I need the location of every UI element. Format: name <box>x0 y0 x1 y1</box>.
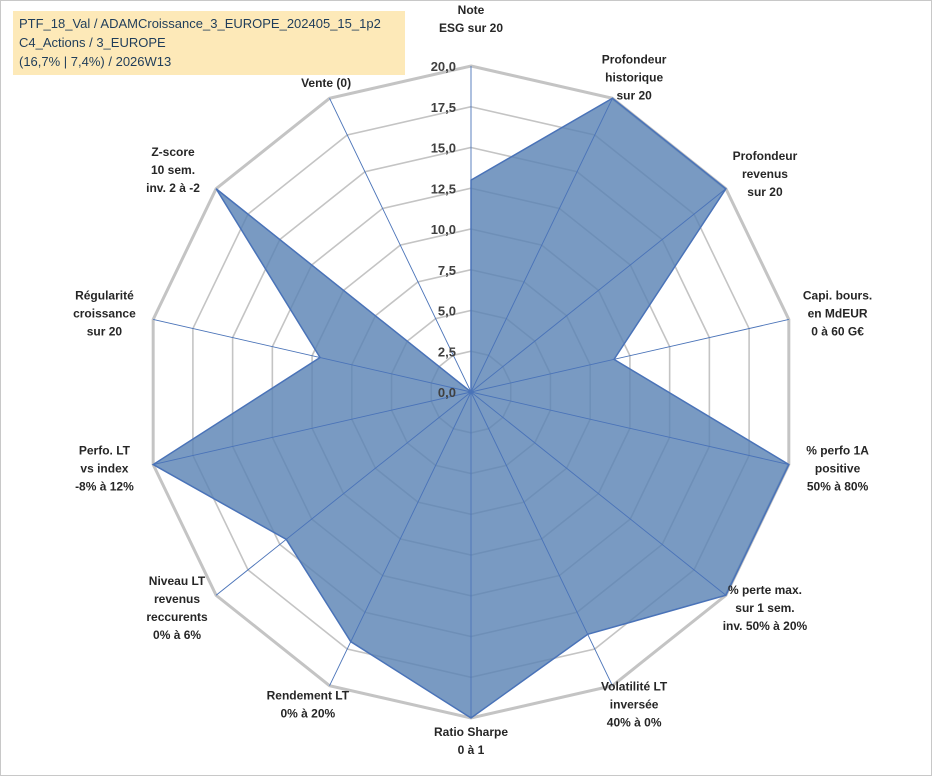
axis-label-line: 40% à 0% <box>607 716 662 730</box>
axis-label-line: Profondeur <box>602 52 667 66</box>
tick-label-3: 7,5 <box>438 263 456 278</box>
spoke-1 <box>470 98 613 393</box>
asset-class: C4_Actions / 3_EUROPE <box>19 35 166 50</box>
tick-label-1: 2,5 <box>438 344 456 359</box>
tick-label-0: 0,0 <box>438 385 456 400</box>
spoke-4 <box>470 391 789 465</box>
tick-label-2: 5,0 <box>438 304 456 319</box>
tick-label-7: 17,5 <box>431 100 456 115</box>
axis-label-line: positive <box>815 461 861 475</box>
axis-label-line: 50% à 80% <box>807 479 869 493</box>
axis-label-line: revenus <box>154 592 200 606</box>
axis-label-line: Profondeur <box>733 149 798 163</box>
axis-label-line: Note <box>458 3 485 17</box>
tick-layer: 0,0 2,5 5,0 7,5 10,0 12,5 15,0 17,5 20,0 <box>431 59 456 400</box>
spoke-11 <box>153 319 472 393</box>
axis-label-line: Capi. bours. <box>803 289 872 303</box>
axis-label-line: % perte max. <box>728 583 802 597</box>
axis-label-line: Perfo. LT <box>79 443 131 457</box>
axis-label-line: Volatilité LT <box>601 680 668 694</box>
axis-label-line: -8% à 12% <box>75 479 134 493</box>
axis-label-line: Z-score <box>151 145 195 159</box>
axis-label-9: Niveau LT revenus reccurents 0% à 6% <box>146 574 208 642</box>
axis-label-line: sur 20 <box>87 325 123 339</box>
spoke-10 <box>153 391 472 465</box>
axis-label-4: % perfo 1A positive 50% à 80% <box>806 443 869 493</box>
axis-label-line: reccurents <box>146 610 208 624</box>
axis-label-3: Capi. bours. en MdEUR 0 à 60 G€ <box>803 289 872 339</box>
axis-label-line: inversée <box>610 698 659 712</box>
axis-label-line: ESG sur 20 <box>439 21 503 35</box>
axis-label-1: Profondeur historique sur 20 <box>602 52 667 102</box>
axis-label-line: sur 20 <box>616 88 652 102</box>
axis-label-line: 10 sem. <box>151 163 195 177</box>
axis-label-11: Régularité croissance sur 20 <box>73 289 136 339</box>
axis-label-10: Perfo. LT vs index -8% à 12% <box>75 443 134 493</box>
axis-label-line: 0% à 6% <box>153 628 201 642</box>
spoke-12 <box>215 188 472 393</box>
axis-label-line: vs index <box>80 461 128 475</box>
axis-label-line: 0 à 1 <box>458 743 485 757</box>
axis-label-line: Vente (0) <box>301 76 351 90</box>
axis-label-line: inv. 50% à 20% <box>723 619 808 633</box>
axis-label-2: Profondeur revenus sur 20 <box>733 149 798 199</box>
axis-label-line: historique <box>605 70 663 84</box>
axis-label-line: sur 20 <box>747 185 783 199</box>
spoke-3 <box>470 319 789 393</box>
axis-label-line: % perfo 1A <box>806 443 869 457</box>
axis-label-5: % perte max. sur 1 sem. inv. 50% à 20% <box>723 583 808 633</box>
tick-label-5: 12,5 <box>431 181 456 196</box>
spoke-13 <box>329 98 472 393</box>
axis-label-line: Régularité <box>75 289 134 303</box>
axis-label-line: 0 à 60 G€ <box>811 325 864 339</box>
axis-label-line: Rendement LT <box>267 689 350 703</box>
spoke-8 <box>329 391 472 686</box>
axis-label-12: Z-score 10 sem. inv. 2 à -2 <box>146 145 200 195</box>
axis-label-line: Ratio Sharpe <box>434 725 508 739</box>
axis-label-0: Note ESG sur 20 <box>439 3 503 35</box>
axis-label-line: 0% à 20% <box>281 707 336 721</box>
axis-label-7: Ratio Sharpe 0 à 1 <box>434 725 508 757</box>
portfolio-info-box: PTF_18_Val / ADAMCroissance_3_EUROPE_202… <box>13 11 405 75</box>
axis-label-line: inv. 2 à -2 <box>146 181 200 195</box>
spoke-layer <box>153 66 789 718</box>
spoke-2 <box>470 188 727 393</box>
axis-label-line: croissance <box>73 307 136 321</box>
axis-label-line: sur 1 sem. <box>735 601 794 615</box>
spoke-9 <box>215 391 472 596</box>
axis-label-8: Rendement LT 0% à 20% <box>267 689 350 721</box>
tick-label-6: 15,0 <box>431 141 456 156</box>
axis-label-6: Volatilité LT inversée 40% à 0% <box>601 680 668 730</box>
tick-label-4: 10,0 <box>431 222 456 237</box>
axis-label-line: revenus <box>742 167 788 181</box>
spoke-6 <box>470 391 613 686</box>
spoke-5 <box>470 391 727 596</box>
axis-label-line: en MdEUR <box>808 307 868 321</box>
tick-label-8: 20,0 <box>431 59 456 74</box>
portfolio-name: PTF_18_Val / ADAMCroissance_3_EUROPE_202… <box>19 16 381 31</box>
performance-week: (16,7% | 7,4%) / 2026W13 <box>19 54 172 69</box>
axis-label-line: Niveau LT <box>149 574 206 588</box>
